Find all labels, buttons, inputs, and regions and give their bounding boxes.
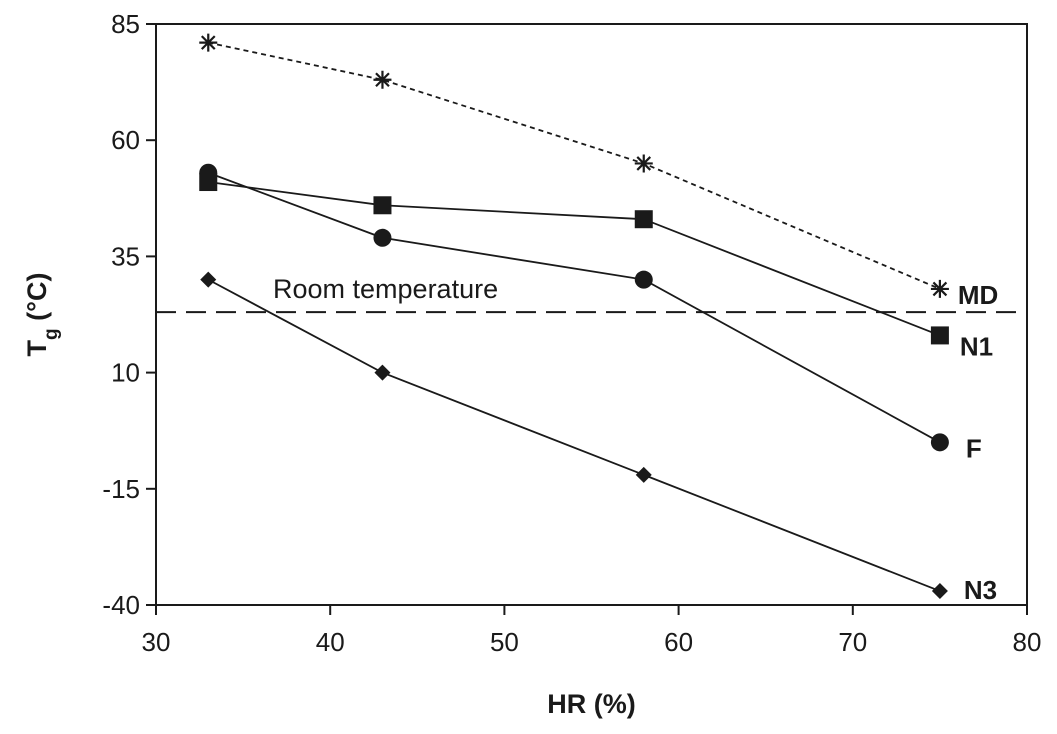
y-axis-title: Tg (°C)	[22, 273, 62, 357]
series-n3-point	[374, 364, 391, 381]
series-n3-point	[635, 466, 652, 483]
series-f-label: F	[966, 433, 982, 463]
series-n1-line	[208, 181, 941, 337]
y-tick-label: -15	[102, 474, 140, 504]
series-n1: N1	[199, 173, 993, 361]
x-tick-label: 50	[490, 627, 519, 657]
series-n3-label: N3	[964, 575, 997, 605]
series-layer: MD N1 F N3	[199, 33, 998, 605]
series-md-line	[208, 41, 941, 290]
series-f: F	[199, 163, 982, 463]
reference-lines: Room temperature	[156, 274, 1027, 314]
y-tick-label: 35	[111, 241, 140, 271]
x-ticks: 30 40 50 60 70 80	[142, 605, 1042, 657]
series-f-point	[373, 228, 392, 247]
x-tick-label: 70	[838, 627, 867, 657]
x-tick-label: 80	[1013, 627, 1042, 657]
series-f-line	[207, 171, 941, 444]
x-axis-title: HR (%)	[547, 689, 636, 719]
room-temperature-label: Room temperature	[273, 274, 498, 304]
y-tick-label: 85	[111, 9, 140, 39]
x-tick-label: 60	[664, 627, 693, 657]
series-f-point	[634, 270, 653, 289]
series-n3-point	[200, 271, 217, 288]
series-md-point	[373, 70, 392, 89]
series-md: MD	[199, 33, 998, 310]
y-axis-title-unit: (°C)	[22, 273, 52, 329]
series-f-point	[199, 163, 218, 182]
series-n1-point	[373, 196, 392, 215]
series-n3-line	[207, 278, 941, 592]
series-md-point	[199, 33, 218, 52]
series-md-point	[930, 279, 949, 298]
y-axis-title-subscript: g	[41, 328, 62, 340]
y-tick-label: 60	[111, 125, 140, 155]
x-tick-label: 40	[316, 627, 345, 657]
axes: 30 40 50 60 70 80 85 60 35 10 -15 -40	[102, 9, 1041, 657]
y-axis-title-main: T	[22, 339, 52, 356]
series-f-point	[930, 433, 949, 452]
y-ticks: 85 60 35 10 -15 -40	[102, 9, 156, 620]
series-md-point	[634, 154, 653, 173]
series-n1-label: N1	[960, 331, 993, 361]
series-n1-point	[634, 210, 653, 229]
series-md-label: MD	[958, 280, 998, 310]
series-n3: N3	[200, 271, 997, 605]
y-tick-label: 10	[111, 358, 140, 388]
x-tick-label: 30	[142, 627, 171, 657]
y-tick-label: -40	[102, 590, 140, 620]
series-n3-point	[931, 583, 948, 600]
series-n1-point	[930, 326, 949, 345]
plot-frame	[155, 23, 1028, 606]
